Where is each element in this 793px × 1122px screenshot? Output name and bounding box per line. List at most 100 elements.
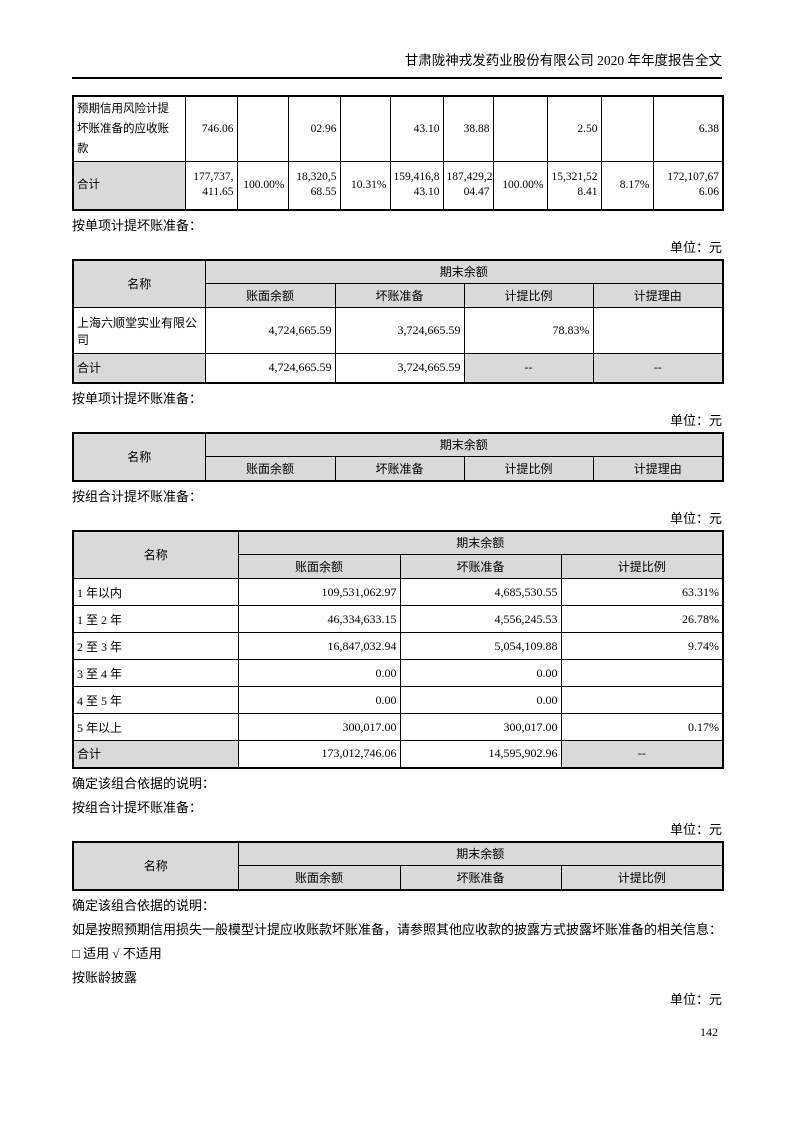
table-row: 上海六顺堂实业有限公司 4,724,665.59 3,724,665.59 78…: [72, 307, 724, 354]
value-cell: 172,107,67 6.06: [652, 161, 724, 210]
value-cell: 4,685,530.55: [399, 578, 562, 606]
header-cell-name: 名称: [72, 841, 239, 890]
row-label-cell: 1 至 2 年: [72, 605, 239, 633]
applicability-line: □ 适用 √ 不适用: [72, 945, 162, 961]
value-cell: 14,595,902.96: [399, 740, 562, 768]
value-cell: --: [592, 353, 724, 383]
value-cell: 4,556,245.53: [399, 605, 562, 633]
section-by-item-provision-2: 按单项计提坏账准备：: [72, 390, 203, 406]
portfolio-provision-empty-table: 名称 期末余额 账面余额 坏账准备 计提比例: [72, 840, 725, 891]
value-cell: 26.78%: [560, 605, 724, 633]
header-cell-bad-debt: 坏账准备: [334, 283, 465, 308]
value-cell: 5,054,109.88: [399, 632, 562, 660]
value-cell: [600, 95, 654, 162]
value-cell: 18,320,5 68.55: [287, 161, 341, 210]
value-cell: 3,724,665.59: [334, 353, 465, 383]
header-cell-reason: 计提理由: [592, 283, 724, 308]
row-label-cell: 预期信用风险计提 坏账准备的应收账 款: [72, 95, 186, 162]
value-cell: 100.00%: [492, 161, 548, 210]
row-label-cell: 4 至 5 年: [72, 686, 239, 714]
header-cell-bad-debt: 坏账准备: [399, 554, 562, 579]
section-by-group-provision-1: 按组合计提坏账准备：: [72, 488, 203, 504]
total-label-cell: 合计: [72, 353, 206, 383]
table-row: 1 年以内 109,531,062.97 4,685,530.55 63.31%: [72, 578, 724, 606]
table-subheader-row: 账面余额 坏账准备 计提比例 计提理由: [73, 456, 724, 481]
table-header-row: 名称 期末余额: [72, 259, 724, 308]
value-cell: 9.74%: [560, 632, 724, 660]
value-cell: 38.88: [442, 95, 494, 162]
table-subheader-row: 账面余额 坏账准备 计提比例: [73, 865, 724, 890]
value-cell: 0.00: [399, 659, 562, 687]
value-cell: 746.06: [184, 95, 238, 162]
table-total-row: 合计 4,724,665.59 3,724,665.59 -- --: [72, 353, 724, 383]
value-cell: 187,429,2 04.47: [442, 161, 494, 210]
portfolio-aging-provision-table: 名称 期末余额 账面余额 坏账准备 计提比例 1 年以内 109,531,062…: [72, 529, 725, 769]
table-row: 2 至 3 年 16,847,032.94 5,054,109.88 9.74%: [72, 632, 724, 660]
header-cell-name: 名称: [72, 259, 206, 308]
header-cell-name: 名称: [72, 530, 239, 579]
header-cell-bad-debt: 坏账准备: [334, 456, 465, 481]
value-cell: [492, 95, 548, 162]
expected-credit-risk-receivables-table: 预期信用风险计提 坏账准备的应收账 款 746.06 02.96 43.10 3…: [72, 95, 724, 211]
single-item-provision-table: 名称 期末余额 账面余额 坏账准备 计提比例 计提理由 上海六顺堂实业有限公司 …: [72, 258, 725, 384]
total-label-cell: 合计: [72, 161, 186, 210]
value-cell: [236, 95, 289, 162]
unit-label: 单位：元: [669, 510, 722, 526]
value-cell: 173,012,746.06: [237, 740, 401, 768]
value-cell: [560, 686, 724, 714]
header-cell-period-end: 期末余额: [204, 432, 724, 457]
single-item-provision-empty-table: 名称 期末余额 账面余额 坏账准备 计提比例 计提理由: [72, 431, 725, 482]
table-total-row: 合计 177,737, 411.65 100.00% 18,320,5 68.5…: [72, 161, 724, 210]
unit-label: 单位：元: [669, 412, 722, 428]
value-cell: 4,724,665.59: [204, 353, 336, 383]
header-cell-book-balance: 账面余额: [204, 456, 336, 481]
value-cell: 10.31%: [339, 161, 391, 210]
value-cell: 6.38: [652, 95, 724, 162]
page-header-title: 甘肃陇神戎发药业股份有限公司 2020 年年度报告全文: [404, 53, 722, 68]
unit-label: 单位：元: [669, 239, 722, 255]
value-cell: 46,334,633.15: [237, 605, 401, 633]
header-cell-period-end: 期末余额: [204, 259, 724, 284]
header-cell-book-balance: 账面余额: [237, 865, 401, 890]
value-cell: [592, 307, 724, 354]
table-subheader-row: 账面余额 坏账准备 计提比例: [73, 554, 724, 579]
header-cell-reason: 计提理由: [592, 456, 724, 481]
section-by-item-provision-1: 按单项计提坏账准备：: [72, 217, 203, 233]
value-cell: 63.31%: [560, 578, 724, 606]
aging-disclosure-label: 按账龄披露: [72, 969, 138, 985]
total-label-cell: 合计: [72, 740, 239, 768]
header-cell-period-end: 期末余额: [237, 530, 724, 555]
value-cell: 177,737, 411.65: [184, 161, 238, 210]
value-cell: 109,531,062.97: [237, 578, 401, 606]
value-cell: 0.00: [237, 659, 401, 687]
value-cell: --: [463, 353, 594, 383]
value-cell: 15,321,52 8.41: [546, 161, 602, 210]
header-cell-ratio: 计提比例: [560, 554, 724, 579]
header-cell-name: 名称: [72, 432, 206, 481]
header-cell-ratio: 计提比例: [463, 456, 594, 481]
header-cell-book-balance: 账面余额: [237, 554, 401, 579]
table-row: 1 至 2 年 46,334,633.15 4,556,245.53 26.78…: [72, 605, 724, 633]
table-header-row: 名称 期末余额: [72, 530, 724, 579]
table-total-row: 合计 173,012,746.06 14,595,902.96 --: [72, 740, 724, 768]
unit-label: 单位：元: [669, 821, 722, 837]
header-cell-period-end: 期末余额: [237, 841, 724, 866]
group-basis-note-1: 确定该组合依据的说明：: [72, 775, 216, 791]
value-cell: --: [560, 740, 724, 768]
row-label-cell: 2 至 3 年: [72, 632, 239, 660]
value-cell: 78.83%: [463, 307, 594, 354]
table-header-row: 名称 期末余额: [72, 841, 724, 890]
table-row: 5 年以上 300,017.00 300,017.00 0.17%: [72, 713, 724, 741]
value-cell: 0.17%: [560, 713, 724, 741]
header-cell-bad-debt: 坏账准备: [399, 865, 562, 890]
value-cell: 43.10: [389, 95, 444, 162]
value-cell: 16,847,032.94: [237, 632, 401, 660]
ecl-model-note: 如是按照预期信用损失一般模型计提应收账款坏账准备，请参照其他应收款的披露方式披露…: [72, 921, 723, 937]
value-cell: 8.17%: [600, 161, 654, 210]
header-rule: [72, 77, 722, 79]
value-cell: [339, 95, 391, 162]
value-cell: 2.50: [546, 95, 602, 162]
value-cell: 4,724,665.59: [204, 307, 336, 354]
group-basis-note-2: 确定该组合依据的说明：: [72, 897, 216, 913]
